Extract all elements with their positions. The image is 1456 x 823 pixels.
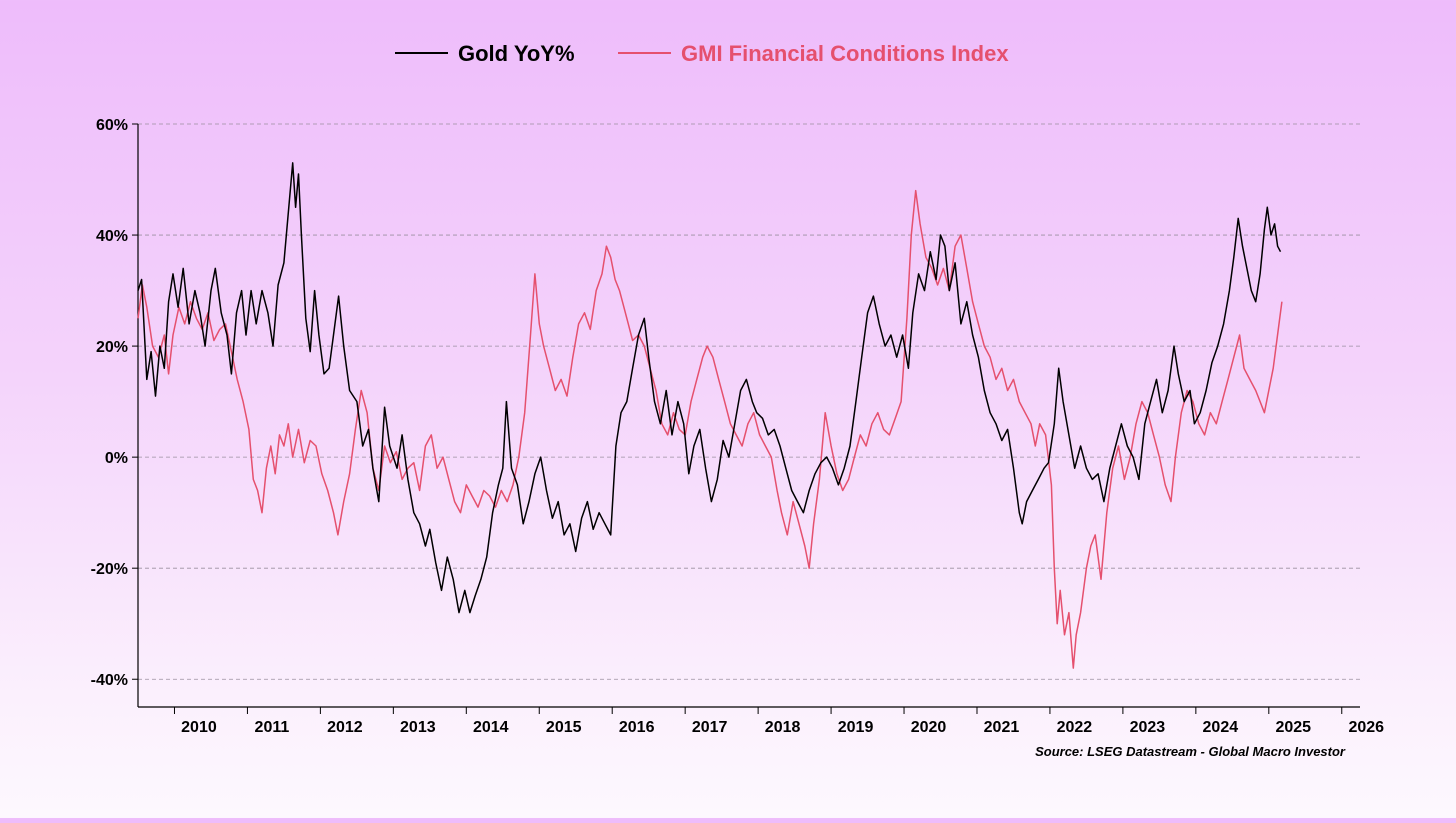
x-tick-label: 2016 <box>619 719 655 736</box>
source-note: Source: LSEG Datastream - Global Macro I… <box>1035 744 1346 759</box>
legend-label-gmi: GMI Financial Conditions Index <box>681 41 1009 66</box>
series-line-gmi-fci <box>137 189 1283 669</box>
y-tick-label: -40% <box>91 672 128 689</box>
x-tick-label: 2023 <box>1130 719 1166 736</box>
x-tick-label: 2011 <box>255 719 290 736</box>
legend: Gold YoY% GMI Financial Conditions Index <box>395 41 1009 66</box>
x-tick-label: 2026 <box>1348 719 1384 736</box>
legend-label-gold: Gold YoY% <box>458 41 575 66</box>
y-axis: 60% 40% 20% 0% -20% -40% <box>91 117 139 707</box>
y-tick-label: 20% <box>96 339 128 356</box>
x-tick-label: 2014 <box>473 719 509 736</box>
series-line-gold-yoy <box>137 162 1282 614</box>
x-axis: 2010 2011 2012 2013 2014 2015 2016 2017 2018 2019… <box>138 706 1384 736</box>
x-tick-label: 2015 <box>546 719 582 736</box>
x-tick-label: 2012 <box>327 719 363 736</box>
x-tick-label: 2017 <box>692 719 728 736</box>
x-tick-label: 2018 <box>765 719 801 736</box>
series-layer <box>137 162 1283 669</box>
x-tick-label: 2022 <box>1057 719 1093 736</box>
x-tick-label: 2013 <box>400 719 436 736</box>
x-tick-label: 2019 <box>838 719 874 736</box>
y-tick-label: 60% <box>96 117 128 134</box>
y-tick-label: 40% <box>96 228 128 245</box>
x-tick-label: 2010 <box>181 719 217 736</box>
y-tick-label: 0% <box>105 450 128 467</box>
grid <box>138 123 1360 680</box>
x-tick-label: 2024 <box>1203 719 1239 736</box>
x-tick-label: 2025 <box>1275 719 1311 736</box>
x-tick-label: 2020 <box>911 719 947 736</box>
y-tick-label: -20% <box>91 561 128 578</box>
x-tick-label: 2021 <box>984 719 1020 736</box>
